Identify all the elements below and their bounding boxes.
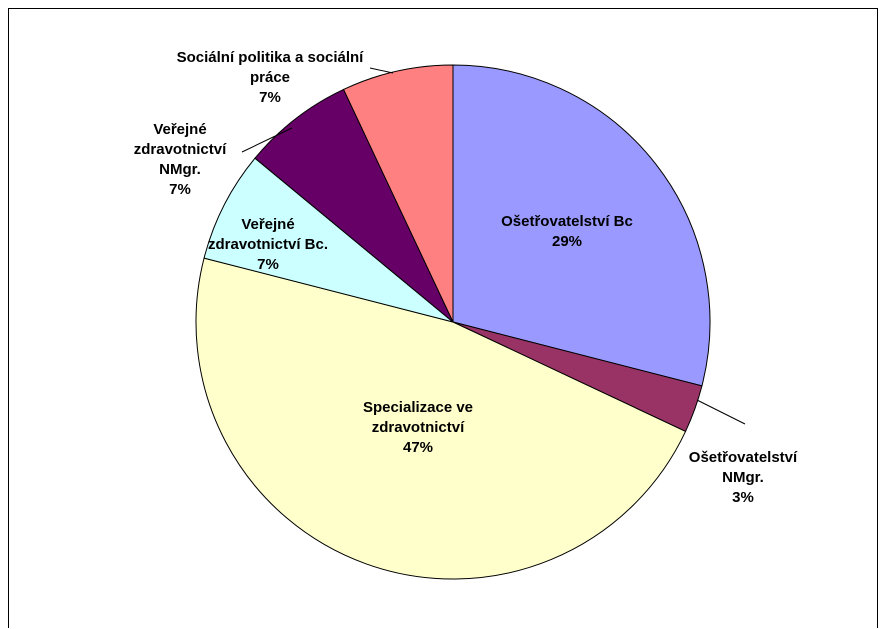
value-label: 7%: [259, 89, 281, 106]
frame: [8, 8, 878, 628]
pie-slice: [452, 64, 711, 387]
pie-slice: [342, 64, 454, 323]
pie-slice: [203, 157, 454, 323]
leader-line: [696, 399, 746, 425]
slice-label: Ošetřovatelství NMgr. 3%: [673, 448, 813, 508]
leader-line: [241, 127, 293, 153]
slice-label: Specializace ve zdravotnictví 47%: [328, 398, 508, 458]
value-label: 47%: [402, 439, 434, 456]
slice-label: Sociální politika a sociální práce 7%: [175, 48, 365, 108]
slice-label: Ošetřovatelství Bc 29%: [467, 212, 667, 252]
value-label: 7%: [169, 181, 191, 198]
leader-line: [369, 67, 394, 74]
category-label: Ošetřovatelství NMgr.: [688, 449, 798, 486]
category-label: Specializace ve zdravotnictví: [362, 399, 474, 436]
category-label: Ošetřovatelství Bc: [501, 213, 633, 230]
category-label: Sociální politika a sociální práce: [176, 49, 364, 86]
value-label: 7%: [257, 256, 279, 273]
slice-label: Veřejné zdravotnictví Bc. 7%: [193, 215, 343, 275]
value-label: 29%: [551, 233, 583, 250]
value-label: 3%: [732, 489, 754, 506]
pie-slice: [195, 257, 687, 580]
category-label: Veřejné zdravotnictví Bc.: [207, 216, 329, 253]
pie-slice: [254, 88, 454, 323]
slice-label: Veřejné zdravotnictví NMgr. 7%: [125, 120, 235, 200]
category-label: Veřejné zdravotnictví NMgr.: [133, 121, 227, 178]
